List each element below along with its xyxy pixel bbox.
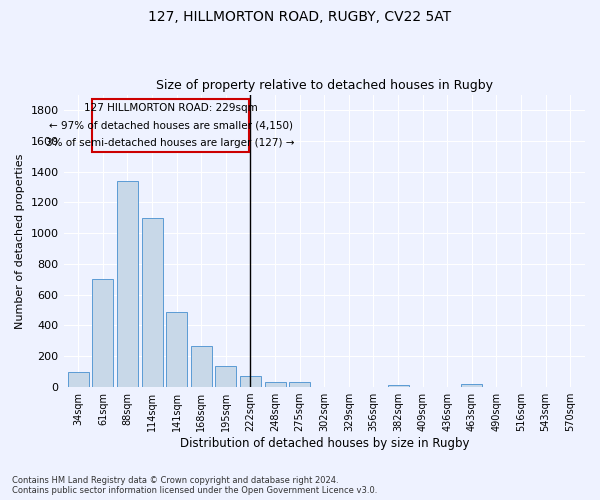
- Bar: [92, 280, 113, 387]
- Text: Contains HM Land Registry data © Crown copyright and database right 2024.
Contai: Contains HM Land Registry data © Crown c…: [12, 476, 377, 495]
- Text: 127, HILLMORTON ROAD, RUGBY, CV22 5AT: 127, HILLMORTON ROAD, RUGBY, CV22 5AT: [148, 10, 452, 24]
- FancyBboxPatch shape: [92, 99, 249, 152]
- Bar: [191, 346, 212, 387]
- Bar: [240, 376, 261, 387]
- Y-axis label: Number of detached properties: Number of detached properties: [15, 153, 25, 328]
- Bar: [142, 218, 163, 387]
- Bar: [166, 312, 187, 387]
- Text: ← 97% of detached houses are smaller (4,150): ← 97% of detached houses are smaller (4,…: [49, 120, 293, 130]
- Bar: [117, 181, 138, 387]
- Bar: [388, 385, 409, 387]
- Bar: [265, 382, 286, 387]
- Bar: [68, 372, 89, 387]
- X-axis label: Distribution of detached houses by size in Rugby: Distribution of detached houses by size …: [179, 437, 469, 450]
- Bar: [461, 384, 482, 387]
- Bar: [289, 382, 310, 387]
- Text: 3% of semi-detached houses are larger (127) →: 3% of semi-detached houses are larger (1…: [46, 138, 295, 148]
- Text: 127 HILLMORTON ROAD: 229sqm: 127 HILLMORTON ROAD: 229sqm: [83, 103, 257, 113]
- Title: Size of property relative to detached houses in Rugby: Size of property relative to detached ho…: [156, 79, 493, 92]
- Bar: [215, 366, 236, 387]
